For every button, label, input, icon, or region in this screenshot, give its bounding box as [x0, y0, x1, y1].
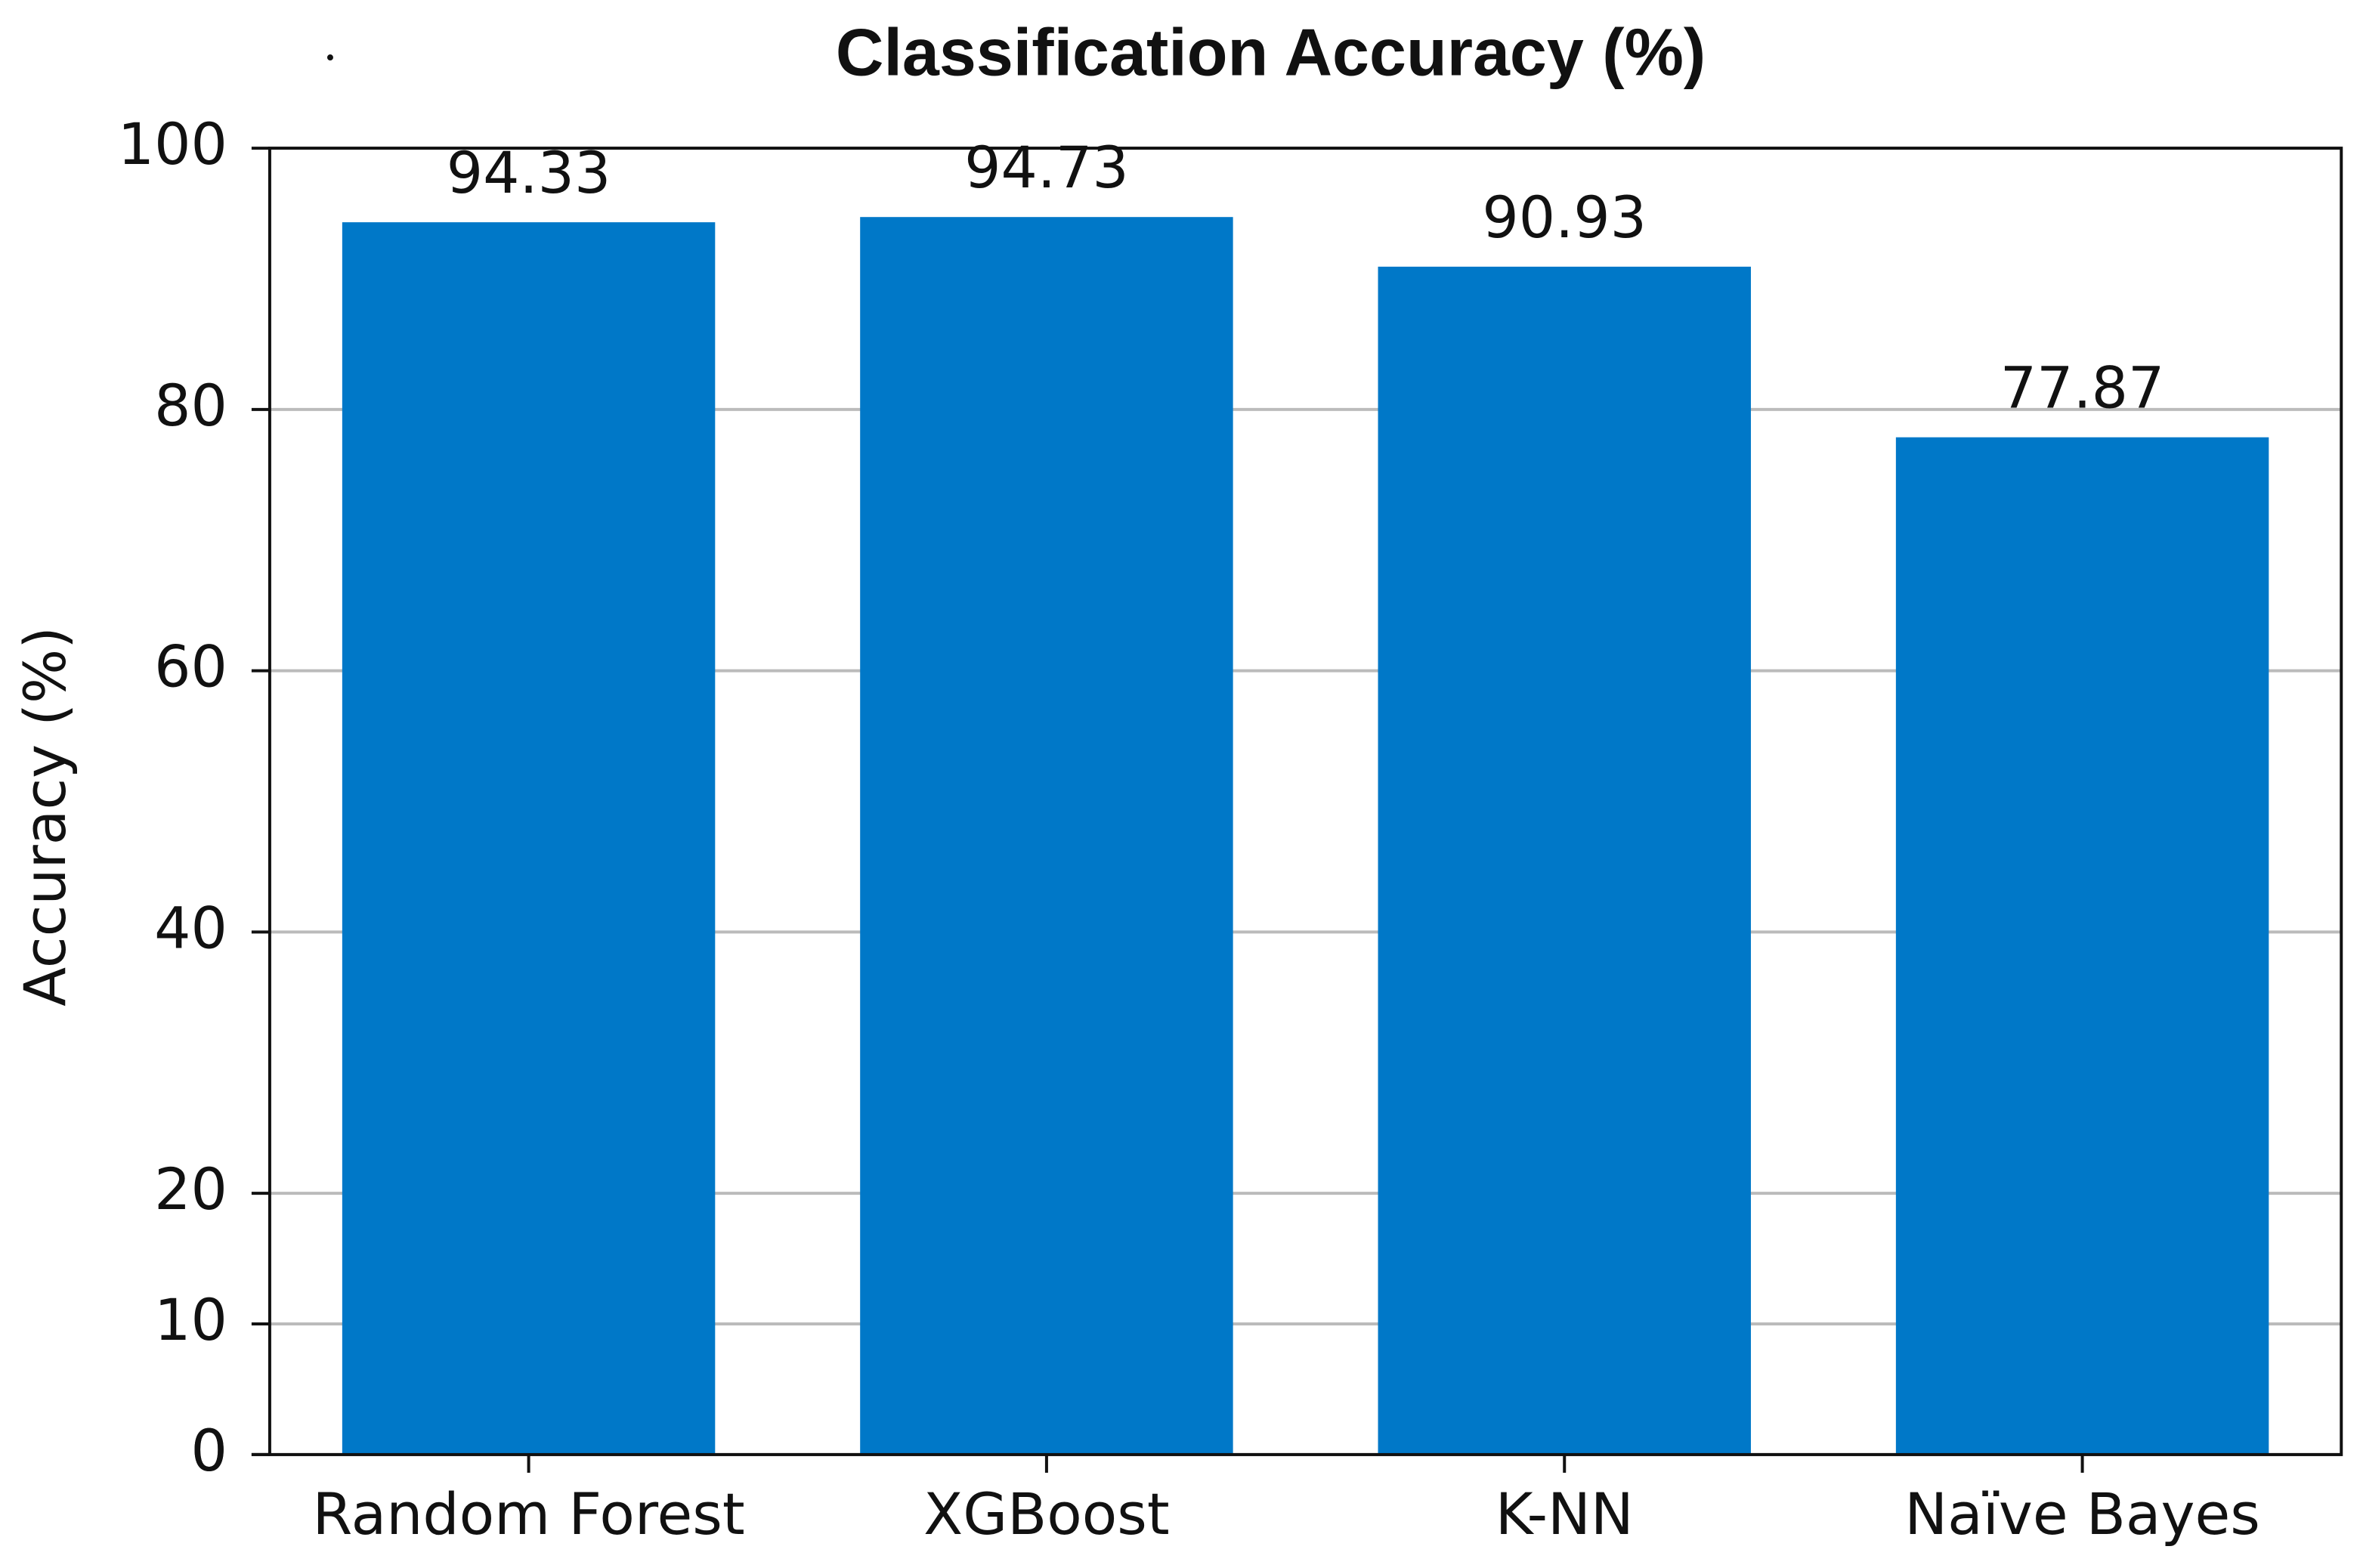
y-tick-label: 0 — [191, 1417, 227, 1484]
bar — [342, 222, 716, 1455]
data-label: 94.73 — [964, 134, 1129, 201]
dot — [326, 54, 333, 61]
y-tick-label: 100 — [118, 110, 227, 178]
chart-title: Classification Accuracy (%) — [836, 14, 1706, 89]
bar — [860, 217, 1233, 1455]
y-tick-label: 0 — [191, 1417, 227, 1484]
y-axis-label: Accuracy (%) — [11, 626, 79, 1007]
data-label: 94.33 — [447, 139, 611, 206]
data-label: 77.87 — [2000, 354, 2165, 422]
data-label: 90.93 — [1482, 184, 1647, 251]
bar — [1378, 266, 1751, 1455]
x-tick-label: Naïve Bayes — [1904, 1480, 2260, 1548]
y-tick-label: 10 — [154, 1286, 227, 1353]
y-tick-label: 40 — [154, 894, 227, 961]
y-tick-label: 60 — [154, 633, 227, 700]
y-tick-label: 20 — [154, 1155, 227, 1223]
x-tick-label: XGBoost — [923, 1480, 1170, 1548]
x-tick-label: Random Forest — [312, 1480, 744, 1548]
x-tick-label: K-NN — [1495, 1480, 1634, 1548]
plot-frame — [268, 147, 2343, 1456]
y-tick-label: 80 — [154, 372, 227, 439]
bar — [1895, 437, 2269, 1455]
